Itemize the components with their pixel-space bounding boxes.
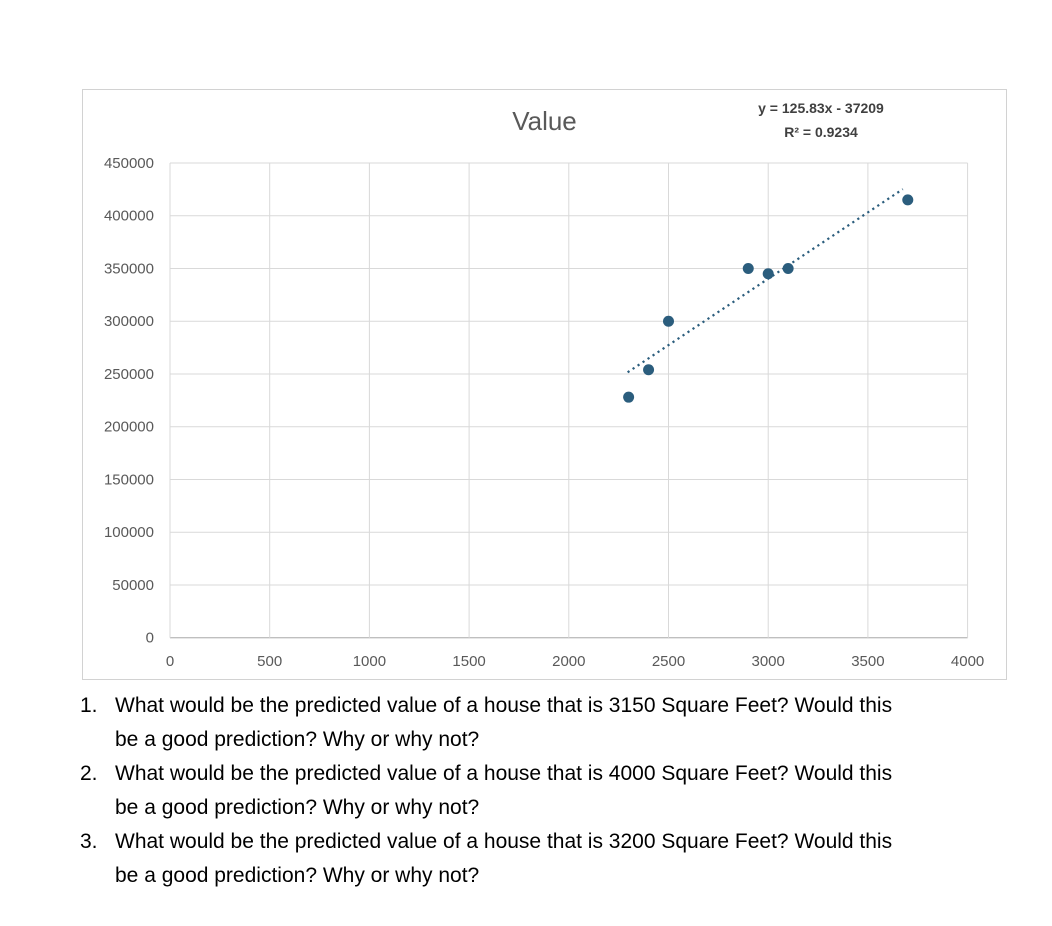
trendline-equation: y = 125.83x - 37209	[758, 100, 884, 116]
questions-list: 1. What would be the predicted value of …	[80, 689, 964, 893]
y-tick-label: 350000	[104, 260, 154, 277]
x-tick-label: 4000	[951, 653, 984, 670]
question-number: 3.	[80, 830, 98, 853]
data-point	[782, 262, 794, 274]
x-tick-label: 0	[166, 653, 174, 670]
question-number: 2.	[80, 762, 98, 785]
question-item: 3. What would be the predicted value of …	[80, 825, 964, 893]
data-point	[762, 268, 774, 280]
y-tick-label: 300000	[104, 313, 154, 330]
scatter-chart-frame: Value y = 125.83x - 37209 R² = 0.9234 0 5…	[82, 89, 1007, 680]
x-tick-label: 2500	[652, 653, 685, 670]
x-tick-label: 3500	[851, 653, 884, 670]
y-tick-label: 450000	[104, 155, 154, 172]
x-tick-label: 500	[257, 653, 282, 670]
y-tick-label: 0	[146, 630, 154, 647]
trendline-r-squared: R² = 0.9234	[784, 124, 858, 140]
x-tick-label: 3000	[752, 653, 785, 670]
x-tick-label: 2000	[552, 653, 585, 670]
question-number: 1.	[80, 694, 98, 717]
data-point	[902, 194, 914, 206]
y-tick-label: 250000	[104, 366, 154, 383]
data-point	[742, 262, 754, 274]
question-text: What would be the predicted value of a h…	[115, 694, 893, 751]
trendline-callout: y = 125.83x - 37209 R² = 0.9234	[711, 96, 931, 144]
x-tick-label: 1000	[353, 653, 386, 670]
y-tick-label: 150000	[104, 471, 154, 488]
x-tick-label: 1500	[452, 653, 485, 670]
data-point	[643, 364, 655, 376]
y-tick-label: 50000	[112, 577, 154, 594]
question-item: 1. What would be the predicted value of …	[80, 689, 964, 757]
data-point	[623, 391, 635, 403]
y-tick-label: 400000	[104, 208, 154, 225]
trendline	[627, 188, 904, 374]
chart-title: Value	[512, 106, 577, 136]
y-tick-label: 100000	[104, 524, 154, 541]
question-text: What would be the predicted value of a h…	[115, 830, 893, 887]
question-text: What would be the predicted value of a h…	[115, 762, 893, 819]
question-item: 2. What would be the predicted value of …	[80, 757, 964, 825]
y-tick-label: 200000	[104, 419, 154, 436]
data-point	[663, 315, 674, 327]
chart-plot-area: 0 50000 100000 150000 200000 250000 300000 3500…	[104, 155, 984, 670]
